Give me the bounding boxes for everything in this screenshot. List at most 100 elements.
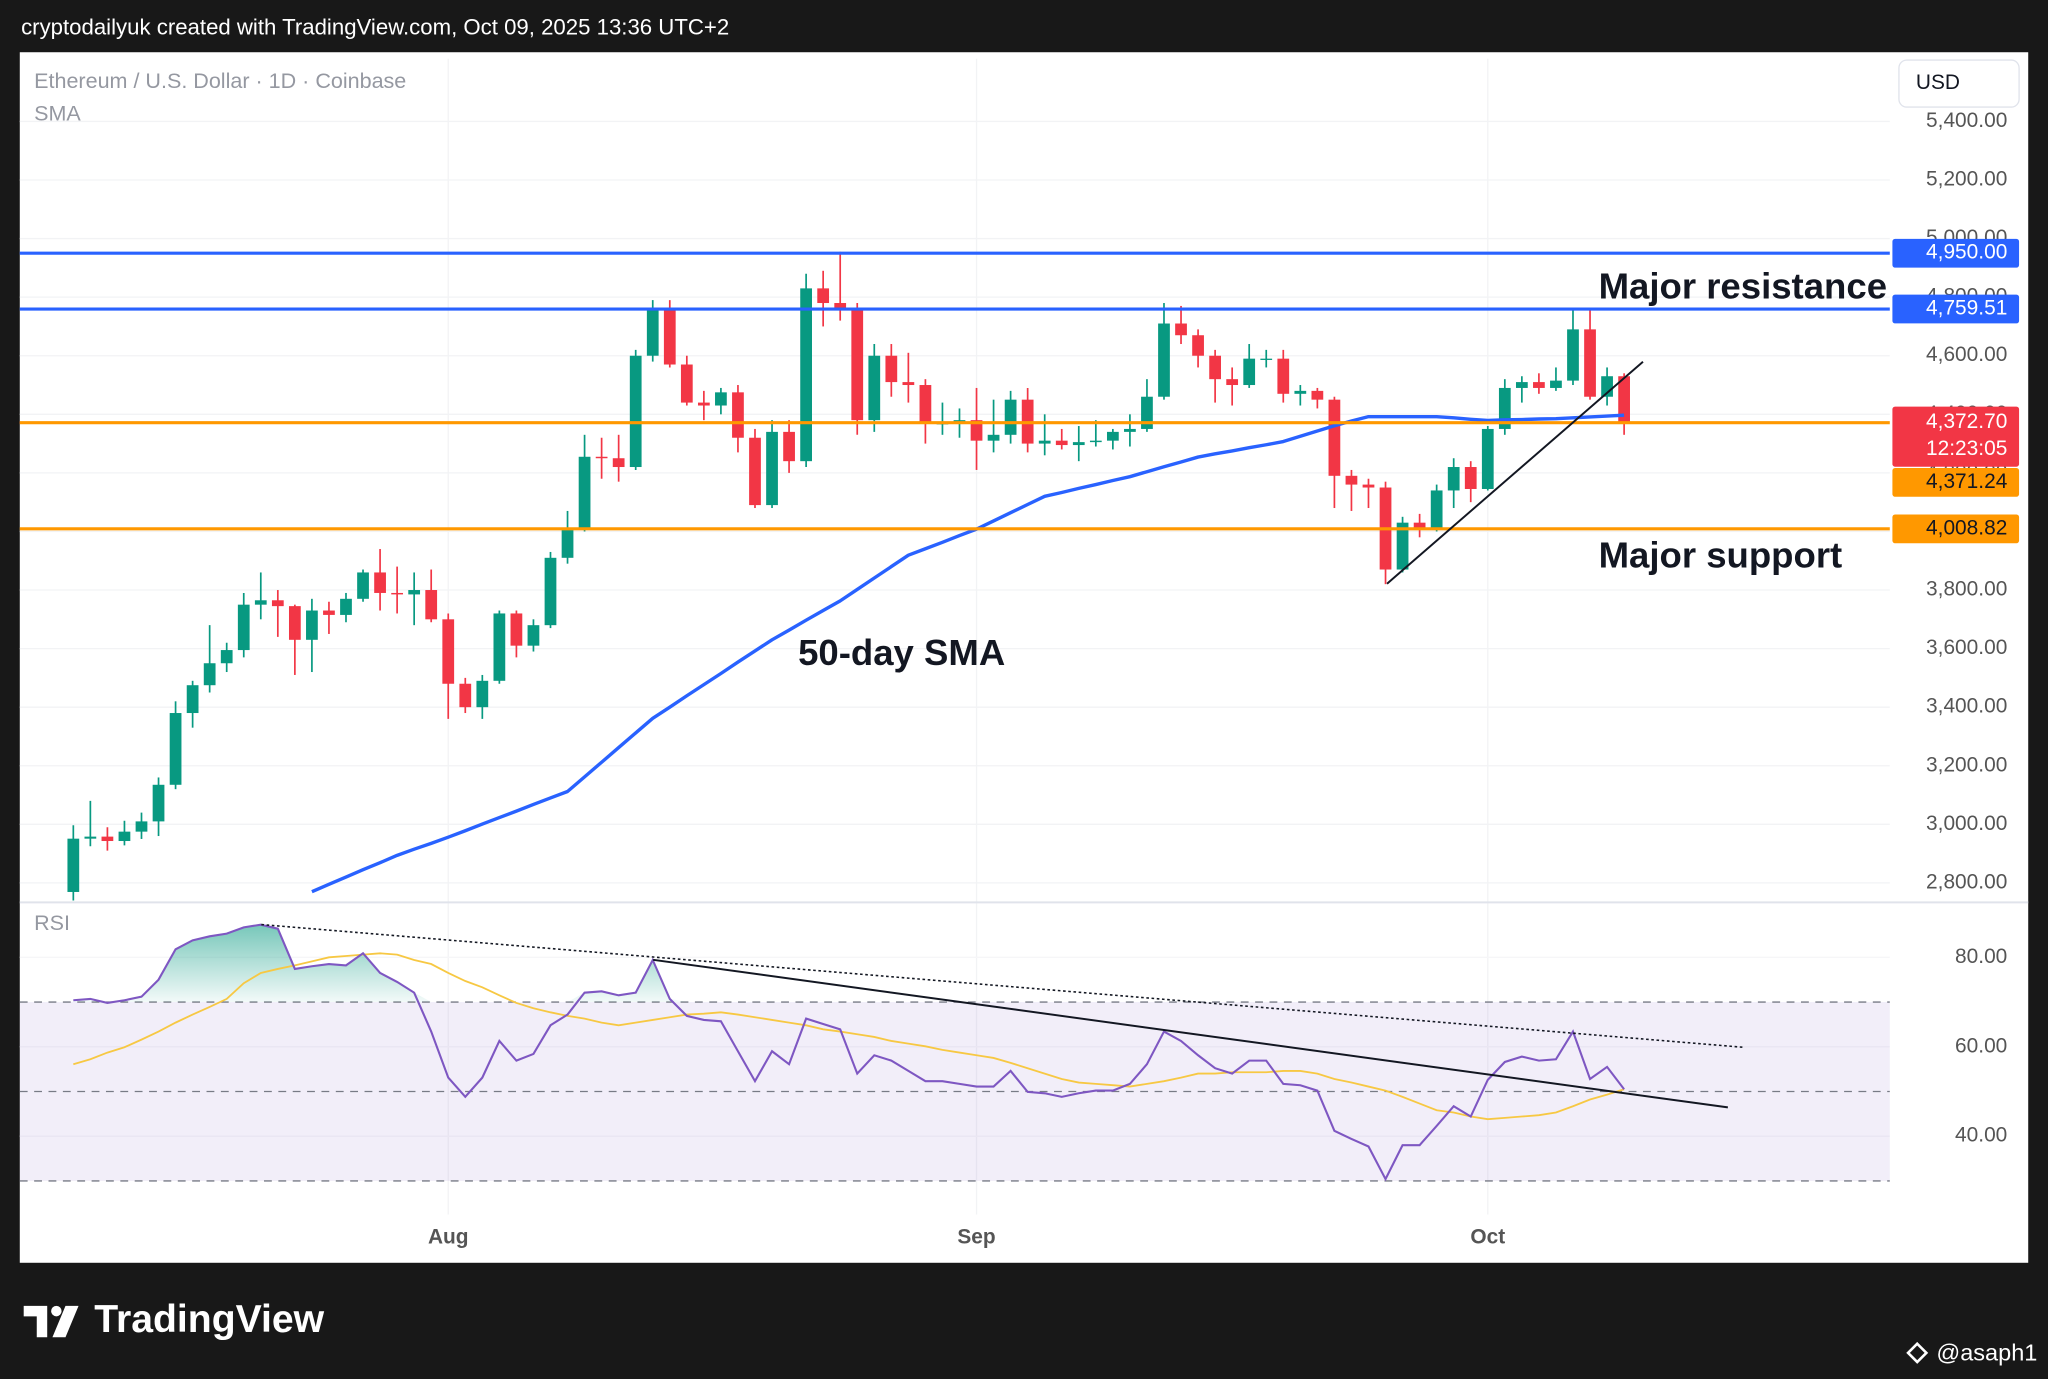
candle-body (1294, 390, 1307, 394)
candle-body (680, 364, 693, 403)
candle-body (970, 420, 983, 441)
candle-body (834, 303, 847, 309)
candle-body (306, 610, 318, 640)
candle-body (1396, 522, 1409, 570)
countdown-label: 12:23:05 (1926, 437, 2007, 460)
candle-body (186, 685, 199, 714)
candle-body (817, 288, 830, 304)
candle-body (1243, 358, 1256, 386)
candle-body (646, 308, 659, 356)
rsi-trendline (652, 958, 1728, 1109)
logo-dot (51, 1305, 62, 1317)
level-label: 4,759.51 (1926, 297, 2007, 320)
tradingview-logo (23, 1305, 79, 1338)
candle-body (1413, 522, 1426, 529)
logo-shape (23, 1305, 48, 1338)
level-label: 4,950.00 (1926, 241, 2007, 264)
level-badge (1892, 468, 2020, 497)
x-tick-label: Aug (428, 1225, 469, 1248)
candle-body (1601, 376, 1613, 397)
candle-body (101, 836, 114, 842)
rsi-ma-line (73, 952, 1625, 1121)
candle-body (169, 713, 182, 785)
candle-body (237, 604, 250, 651)
y-tick-label: 5,400.00 (1926, 109, 2007, 132)
overbought-fill (73, 924, 1625, 1003)
header-text: cryptodailyuk created with TradingView.c… (21, 15, 729, 40)
candle-body (442, 619, 455, 684)
candle-body (459, 683, 472, 708)
candle-body (1498, 387, 1511, 429)
candle-body (340, 598, 352, 615)
candle-body (271, 600, 284, 607)
candle-body (220, 650, 233, 664)
candle-body (84, 836, 97, 839)
last-price-badge (1892, 406, 2020, 467)
y-tick-label: 2,800.00 (1926, 870, 2007, 893)
annotation: 50-day SMA (798, 632, 1005, 673)
candle-body (1345, 475, 1358, 485)
rsi-line (73, 923, 1625, 1182)
y-tick-label: 3,400.00 (1926, 695, 2007, 718)
candle-body (1464, 467, 1477, 489)
candle-body (374, 572, 386, 593)
symbol-title: Ethereum / U.S. Dollar · 1D · Coinbase (34, 69, 406, 93)
y-tick-label: 3,800.00 (1926, 578, 2007, 601)
price-trendline (1386, 360, 1644, 585)
sma-line (311, 413, 1625, 894)
candle-body (476, 680, 489, 708)
candle-body (987, 434, 1000, 441)
candle-body (749, 437, 761, 506)
candle-body (118, 831, 131, 842)
level-label: 4,008.82 (1926, 516, 2007, 539)
candle-body (1209, 355, 1221, 380)
candle-body (1004, 399, 1017, 435)
candle-body (135, 821, 148, 832)
y-tick-label: 4,600.00 (1926, 343, 2007, 366)
author-name: @asaph1 (1936, 1339, 2037, 1365)
candle-body (1106, 431, 1119, 441)
candle-body (1055, 440, 1068, 446)
candle-body (357, 572, 369, 599)
candle-body (1362, 484, 1375, 488)
candle-body (1567, 329, 1579, 381)
candle-body (323, 610, 335, 615)
candle-body (1430, 490, 1443, 529)
level-badge (1892, 294, 2020, 324)
candle-body (715, 392, 727, 406)
candle-body (783, 431, 795, 462)
candle-body (527, 625, 540, 646)
candle-body (1515, 382, 1528, 388)
y-tick-label: 3,000.00 (1926, 812, 2007, 835)
candle-body (919, 385, 932, 424)
candle-body (288, 606, 301, 640)
candle-body (203, 663, 216, 686)
candle-body (1226, 379, 1239, 386)
candle-body (1584, 329, 1596, 397)
currency-button[interactable] (1898, 59, 2020, 108)
candle-body (1618, 376, 1630, 423)
candle-body (1175, 323, 1187, 336)
candle-body (595, 456, 608, 459)
brand-name: TradingView (94, 1298, 324, 1341)
y-tick-label: 3,200.00 (1926, 753, 2007, 776)
candle-body (1192, 335, 1204, 356)
author-icon (1906, 1341, 1929, 1364)
candle-body (766, 431, 778, 506)
candle-body (1038, 440, 1051, 444)
candle-body (425, 590, 438, 620)
candle-body (697, 402, 710, 406)
candle-body (1481, 428, 1494, 489)
x-tick-label: Sep (957, 1225, 995, 1248)
last-price-label: 4,372.70 (1926, 410, 2007, 433)
annotation: Major resistance (1599, 265, 1887, 306)
candle-body (1124, 428, 1136, 432)
candle-body (1260, 358, 1273, 360)
candle-body (493, 613, 506, 681)
candle-body (851, 308, 864, 421)
candle-body (67, 838, 80, 892)
annotation: Major support (1599, 534, 1843, 575)
candle-body (254, 600, 267, 605)
candle-body (391, 592, 403, 595)
